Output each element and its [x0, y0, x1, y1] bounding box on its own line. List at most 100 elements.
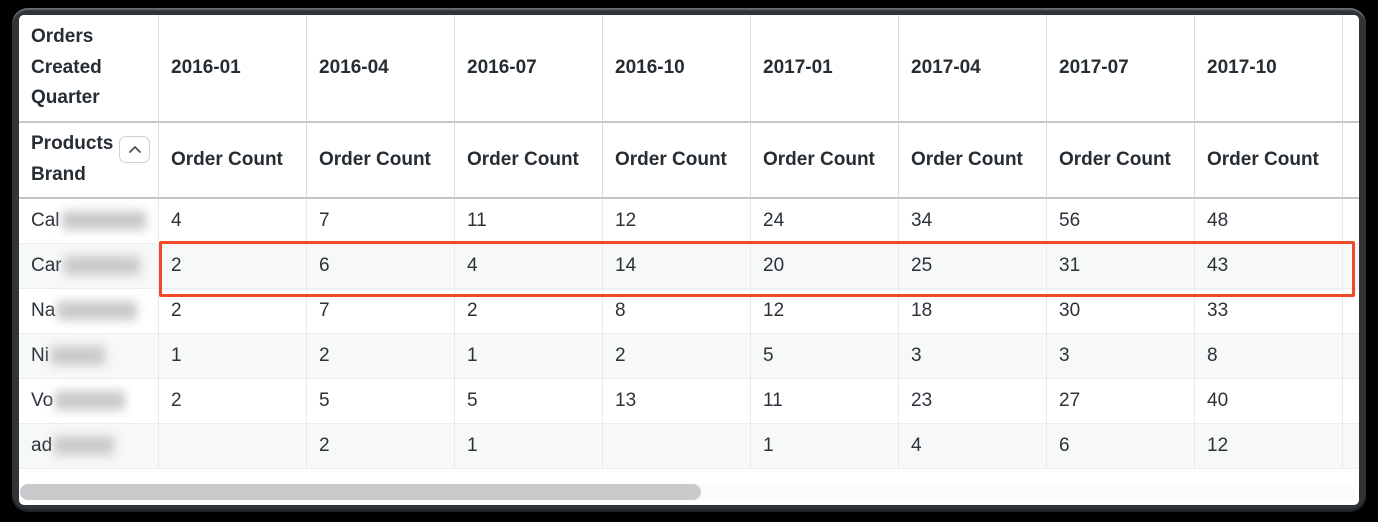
table-panel: Orders Created Quarter 2016-01 2016-04 2…	[19, 15, 1359, 505]
measure-header-0[interactable]: Order Count	[159, 123, 307, 199]
value-cell[interactable]: 2	[307, 334, 455, 379]
value-cell[interactable]: 5	[751, 334, 899, 379]
value-cell[interactable]: 2	[159, 379, 307, 424]
value-cell[interactable]: 33	[1195, 289, 1343, 334]
quarter-header-3[interactable]: 2016-10	[603, 15, 751, 123]
brand-cell[interactable]: Cal	[19, 199, 159, 244]
value-cell[interactable]: 4	[455, 244, 603, 289]
value-cell[interactable]: 27	[1047, 379, 1195, 424]
brand-prefix: ad	[31, 435, 53, 456]
redacted-text	[63, 256, 140, 275]
value-cell[interactable]: 1	[455, 424, 603, 469]
quarter-header-1[interactable]: 2016-04	[307, 15, 455, 123]
value-cell[interactable]: 34	[899, 199, 1047, 244]
chevron-up-icon	[128, 145, 142, 154]
table-row: Cal 4 7 11 12 24 34 56 48	[19, 199, 1359, 244]
pivot-table: Orders Created Quarter 2016-01 2016-04 2…	[19, 15, 1359, 469]
value-cell[interactable]: 1	[455, 334, 603, 379]
value-cell[interactable]: 5	[455, 379, 603, 424]
value-cell[interactable]: 7	[307, 199, 455, 244]
value-cell[interactable]	[603, 424, 751, 469]
value-cell[interactable]: 30	[1047, 289, 1195, 334]
value-cell[interactable]: 43	[1195, 244, 1343, 289]
value-cell[interactable]: 8	[603, 289, 751, 334]
value-cell[interactable]: 4	[159, 199, 307, 244]
measure-header-4[interactable]: Order Count	[751, 123, 899, 199]
table-row-highlighted: Car 2 6 4 14 20 25 31 43	[19, 244, 1359, 289]
value-cell[interactable]: 40	[1195, 379, 1343, 424]
clipped-column	[1343, 123, 1359, 199]
brand-cell[interactable]: ad	[19, 424, 159, 469]
value-cell[interactable]: 20	[751, 244, 899, 289]
horizontal-scrollbar-thumb[interactable]	[20, 484, 701, 500]
quarter-header-5[interactable]: 2017-04	[899, 15, 1047, 123]
value-cell[interactable]: 56	[1047, 199, 1195, 244]
clipped-cell	[1343, 379, 1359, 424]
horizontal-scrollbar-track[interactable]	[20, 484, 1355, 500]
quarter-header-2[interactable]: 2016-07	[455, 15, 603, 123]
value-cell[interactable]: 11	[751, 379, 899, 424]
measure-header-1[interactable]: Order Count	[307, 123, 455, 199]
value-cell[interactable]: 12	[751, 289, 899, 334]
quarter-header-row: Orders Created Quarter 2016-01 2016-04 2…	[19, 15, 1359, 123]
value-cell[interactable]: 31	[1047, 244, 1195, 289]
value-cell[interactable]: 11	[455, 199, 603, 244]
clipped-cell	[1343, 334, 1359, 379]
value-cell[interactable]: 2	[159, 289, 307, 334]
clipped-cell	[1343, 424, 1359, 469]
redacted-text	[61, 211, 146, 230]
brand-prefix: Na	[31, 300, 56, 321]
row-dimension-label: Products Brand	[31, 133, 114, 185]
value-cell[interactable]: 24	[751, 199, 899, 244]
brand-prefix: Car	[31, 255, 62, 276]
sort-ascending-button[interactable]	[119, 136, 150, 163]
measure-header-5[interactable]: Order Count	[899, 123, 1047, 199]
brand-prefix: Cal	[31, 210, 60, 231]
corner-header: Orders Created Quarter	[19, 15, 159, 123]
value-cell[interactable]: 12	[603, 199, 751, 244]
value-cell[interactable]: 48	[1195, 199, 1343, 244]
value-cell[interactable]: 23	[899, 379, 1047, 424]
value-cell[interactable]	[159, 424, 307, 469]
brand-cell[interactable]: Vo	[19, 379, 159, 424]
row-dimension-header[interactable]: Products Brand	[19, 123, 159, 199]
value-cell[interactable]: 2	[307, 424, 455, 469]
measure-header-2[interactable]: Order Count	[455, 123, 603, 199]
quarter-header-6[interactable]: 2017-07	[1047, 15, 1195, 123]
value-cell[interactable]: 3	[899, 334, 1047, 379]
brand-cell[interactable]: Ni	[19, 334, 159, 379]
clipped-cell	[1343, 199, 1359, 244]
value-cell[interactable]: 6	[1047, 424, 1195, 469]
table-row: Ni 1 2 1 2 5 3 3 8	[19, 334, 1359, 379]
measure-header-6[interactable]: Order Count	[1047, 123, 1195, 199]
brand-prefix: Ni	[31, 345, 49, 366]
value-cell[interactable]: 18	[899, 289, 1047, 334]
value-cell[interactable]: 3	[1047, 334, 1195, 379]
value-cell[interactable]: 6	[307, 244, 455, 289]
redacted-text	[50, 346, 105, 365]
value-cell[interactable]: 8	[1195, 334, 1343, 379]
value-cell[interactable]: 2	[603, 334, 751, 379]
quarter-header-0[interactable]: 2016-01	[159, 15, 307, 123]
clipped-cell	[1343, 244, 1359, 289]
value-cell[interactable]: 12	[1195, 424, 1343, 469]
quarter-header-7[interactable]: 2017-10	[1195, 15, 1343, 123]
value-cell[interactable]: 7	[307, 289, 455, 334]
value-cell[interactable]: 2	[159, 244, 307, 289]
value-cell[interactable]: 13	[603, 379, 751, 424]
measure-header-row: Products Brand Order Count Order Count O…	[19, 123, 1359, 199]
brand-cell[interactable]: Na	[19, 289, 159, 334]
measure-header-3[interactable]: Order Count	[603, 123, 751, 199]
value-cell[interactable]: 14	[603, 244, 751, 289]
value-cell[interactable]: 25	[899, 244, 1047, 289]
value-cell[interactable]: 4	[899, 424, 1047, 469]
brand-cell[interactable]: Car	[19, 244, 159, 289]
value-cell[interactable]: 2	[455, 289, 603, 334]
value-cell[interactable]: 5	[307, 379, 455, 424]
quarter-header-4[interactable]: 2017-01	[751, 15, 899, 123]
value-cell[interactable]: 1	[751, 424, 899, 469]
value-cell[interactable]: 1	[159, 334, 307, 379]
clipped-cell	[1343, 289, 1359, 334]
measure-header-7[interactable]: Order Count	[1195, 123, 1343, 199]
